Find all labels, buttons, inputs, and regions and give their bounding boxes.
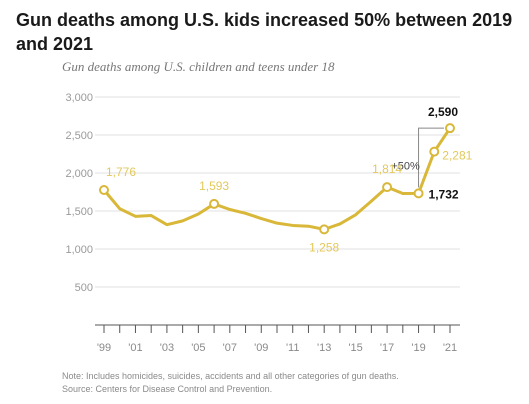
series-line bbox=[102, 126, 452, 231]
x-tick-label: '05 bbox=[191, 342, 205, 354]
data-label: 2,590 bbox=[428, 105, 458, 119]
change-label: +50% bbox=[391, 160, 420, 172]
data-point-marker bbox=[413, 188, 424, 199]
change-bracket bbox=[418, 127, 444, 188]
x-tick-label: '01 bbox=[128, 342, 142, 354]
x-tick-label: '03 bbox=[160, 342, 174, 354]
x-tick-label: '19 bbox=[411, 342, 425, 354]
source-text: Source: Centers for Disease Control and … bbox=[62, 384, 273, 394]
data-label: 1,593 bbox=[199, 179, 229, 193]
data-label: 1,814 bbox=[372, 162, 402, 176]
x-tick-label: '13 bbox=[317, 342, 331, 354]
x-tick-label: '21 bbox=[443, 342, 457, 354]
data-point-marker bbox=[445, 123, 455, 134]
data-point-marker bbox=[382, 182, 393, 193]
y-tick-label: 3,000 bbox=[65, 92, 93, 104]
x-tick-label: '15 bbox=[348, 342, 362, 354]
data-label: 1,732 bbox=[429, 187, 459, 201]
x-tick-label: '09 bbox=[254, 342, 268, 354]
y-tick-label: 2,500 bbox=[65, 130, 93, 142]
y-tick-label: 500 bbox=[75, 282, 93, 294]
note-text: Note: Includes homicides, suicides, acci… bbox=[62, 371, 399, 381]
data-point-marker bbox=[429, 146, 440, 157]
x-tick-label: '11 bbox=[286, 342, 300, 354]
data-label: 2,281 bbox=[442, 149, 472, 163]
data-point-marker bbox=[319, 224, 330, 235]
data-label: 1,258 bbox=[309, 240, 339, 254]
chart-subtitle: Gun deaths among U.S. children and teens… bbox=[62, 59, 335, 74]
chart-footnote: Note: Includes homicides, suicides, acci… bbox=[62, 370, 399, 396]
data-point-marker bbox=[99, 185, 109, 196]
x-tick-label: '17 bbox=[380, 342, 394, 354]
x-tick-label: '99 bbox=[97, 342, 111, 354]
data-point-marker bbox=[209, 198, 220, 209]
chart-title: Gun deaths among U.S. kids increased 50%… bbox=[16, 10, 513, 54]
data-label: 1,776 bbox=[106, 165, 136, 179]
y-tick-label: 1,000 bbox=[65, 244, 93, 256]
x-tick-label: '07 bbox=[223, 342, 237, 354]
y-tick-label: 2,000 bbox=[65, 168, 93, 180]
y-tick-label: 1,500 bbox=[65, 206, 93, 218]
